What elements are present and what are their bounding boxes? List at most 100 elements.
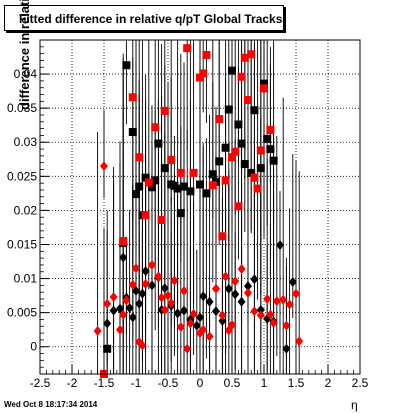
y-tick-label: 0.02: [14, 203, 38, 217]
data-point-diamond: [269, 317, 278, 328]
data-point-square: [263, 134, 272, 143]
x-tick-label: -0.5: [158, 376, 179, 390]
data-point-square: [144, 178, 153, 187]
data-point-diamond: [128, 279, 137, 290]
data-point-square: [183, 44, 192, 53]
data-point-diamond: [295, 336, 304, 347]
data-point-diamond: [180, 305, 188, 316]
data-point-diamond: [192, 320, 201, 331]
y-tick-label: 0.04: [14, 67, 38, 81]
y-tick-label: 0.035: [7, 101, 37, 115]
data-point-diamond: [138, 288, 147, 299]
data-point-square: [224, 105, 233, 114]
data-point-square: [215, 157, 224, 166]
data-point-diamond: [173, 308, 182, 319]
data-point-diamond: [288, 276, 297, 287]
x-tick-label: -1.5: [94, 376, 115, 390]
data-point-square: [240, 53, 249, 62]
data-point-square: [202, 50, 211, 59]
data-point-diamond: [228, 319, 236, 330]
data-point-square: [221, 143, 230, 152]
data-point-diamond: [256, 310, 265, 321]
data-point-diamond: [224, 283, 233, 294]
data-point-square: [253, 184, 262, 193]
data-markers: [93, 44, 304, 378]
data-point-square: [256, 146, 265, 155]
data-point-diamond: [116, 303, 124, 314]
data-point-diamond: [119, 252, 128, 263]
data-point-diamond: [205, 296, 214, 307]
data-point-diamond: [176, 321, 185, 332]
data-point-diamond: [196, 312, 204, 323]
data-point-square: [148, 183, 156, 192]
data-point-diamond: [237, 296, 246, 307]
data-point-square: [215, 115, 224, 124]
data-point-diamond: [244, 287, 252, 298]
data-point-square: [128, 93, 137, 102]
data-point-diamond: [132, 285, 140, 296]
data-point-square: [160, 106, 169, 115]
data-point-square: [122, 61, 131, 70]
data-point-square: [237, 139, 246, 148]
data-point-square: [250, 106, 259, 115]
x-tick-label: 1: [261, 376, 268, 390]
y-tick-label: 0.01: [14, 272, 38, 286]
y-axis-label: difference in relative q/pT: [17, 0, 32, 110]
x-tick-label: -1: [131, 376, 142, 390]
data-point-diamond: [212, 283, 220, 294]
data-point-diamond: [148, 259, 156, 270]
data-point-diamond: [189, 309, 198, 320]
data-point-diamond: [157, 292, 166, 303]
data-point-diamond: [250, 306, 259, 317]
data-point-diamond: [205, 331, 214, 342]
x-tick-label: 0.5: [224, 376, 241, 390]
data-point-square: [208, 181, 217, 190]
data-point-diamond: [141, 266, 150, 277]
data-point-diamond: [266, 309, 275, 320]
data-point-square: [135, 182, 144, 191]
data-point-diamond: [160, 304, 169, 315]
data-point-square: [141, 211, 150, 220]
data-point-square: [240, 160, 249, 169]
data-point-diamond: [138, 340, 147, 351]
data-point-square: [196, 180, 204, 189]
y-tick-label: 0.015: [7, 237, 37, 251]
data-point-diamond: [263, 294, 272, 305]
data-point-diamond: [167, 298, 176, 309]
data-point-diamond: [218, 310, 227, 321]
data-point-diamond: [180, 285, 188, 296]
y-tick-label: 0.03: [14, 135, 38, 149]
data-point-square: [221, 176, 230, 185]
data-point-diamond: [231, 276, 240, 287]
data-point-diamond: [119, 309, 128, 320]
data-point-diamond: [282, 320, 291, 331]
data-point-square: [176, 168, 185, 177]
data-point-square: [160, 164, 169, 173]
data-point-diamond: [125, 302, 134, 313]
data-point-diamond: [148, 280, 156, 291]
data-point-square: [103, 344, 112, 353]
data-point-diamond: [231, 289, 240, 300]
data-point-square: [196, 73, 204, 82]
data-point-diamond: [132, 263, 140, 274]
x-tick-label: 1.5: [288, 376, 305, 390]
data-point-square: [234, 120, 243, 129]
data-point-diamond: [141, 279, 150, 290]
data-point-square: [244, 95, 252, 104]
data-point-diamond: [154, 271, 163, 282]
data-point-square: [231, 147, 240, 156]
data-point-diamond: [221, 271, 230, 282]
data-point-diamond: [292, 288, 300, 299]
x-tick-label: -2: [67, 376, 78, 390]
data-point-diamond: [282, 343, 291, 354]
y-tick-label: 0.025: [7, 169, 37, 183]
data-point-diamond: [199, 291, 208, 302]
x-tick-label: 2.5: [352, 376, 369, 390]
timestamp-footer: Wed Oct 8 18:17:34 2014: [4, 400, 98, 409]
data-point-square: [247, 168, 256, 177]
y-tick-label: 0: [30, 340, 37, 354]
data-point-diamond: [186, 318, 195, 329]
data-point-square: [132, 190, 140, 199]
data-point-diamond: [93, 326, 102, 337]
data-point-diamond: [122, 295, 131, 306]
